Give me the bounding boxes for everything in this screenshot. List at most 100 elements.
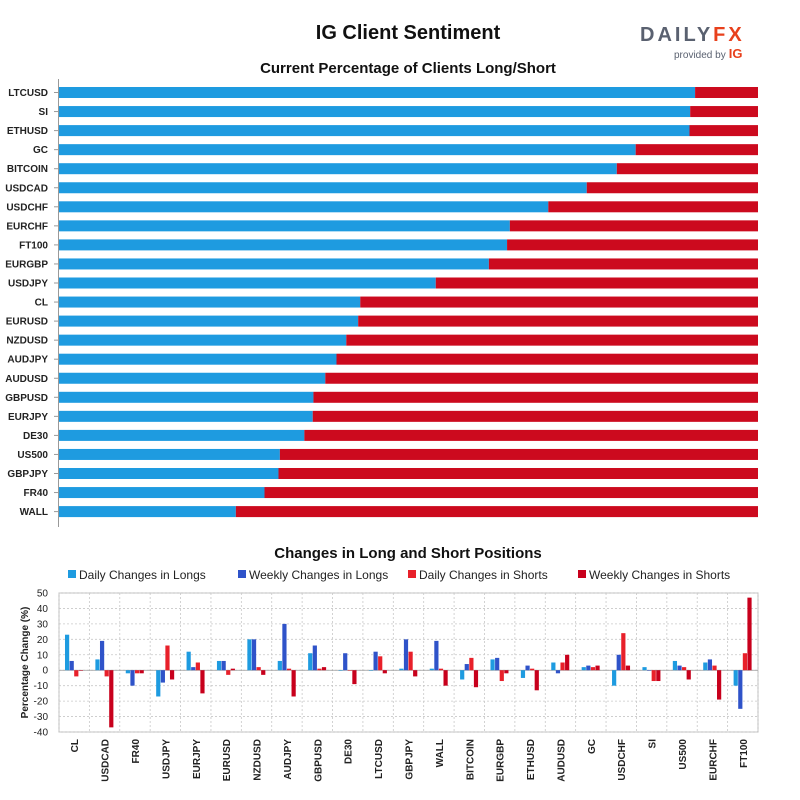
short-bar-bitcoin [616, 163, 758, 175]
sentiment-tick-label: FR40 [24, 488, 49, 499]
change-bar-eurjpy-3 [200, 670, 205, 694]
change-bar-ethusd-0 [520, 670, 526, 678]
change-bar-ltcusd-2 [378, 656, 383, 671]
changes-x-tick-label: ETHUSD [526, 739, 537, 780]
change-bar-eurusd-0 [216, 660, 222, 671]
change-bar-de30-3 [352, 670, 357, 685]
change-bar-fr40-1 [130, 670, 135, 686]
change-bar-gbpjpy-1 [403, 639, 409, 671]
change-bar-audusd-3 [565, 654, 570, 671]
change-bar-ethusd-3 [534, 670, 539, 691]
change-bar-usdjpy-2 [165, 645, 170, 671]
sentiment-tick-label: GC [33, 145, 48, 156]
changes-x-tick-label: LTCUSD [374, 739, 385, 779]
long-bar-eurjpy [59, 410, 313, 422]
change-bar-cl-1 [69, 660, 74, 671]
change-bar-usdcad-3 [109, 670, 114, 728]
change-bar-eurchf-0 [703, 662, 708, 671]
changes-x-tick-label: SI [648, 739, 659, 749]
change-bar-fr40-0 [125, 670, 130, 674]
sentiment-tick-label: GBPUSD [5, 393, 48, 404]
change-bar-si-3 [656, 670, 661, 682]
change-bar-usdcad-0 [95, 659, 100, 671]
sentiment-tick-label: GBPJPY [7, 469, 48, 480]
sentiment-tick-label: ETHUSD [7, 126, 48, 137]
change-bar-audjpy-1 [282, 623, 287, 671]
change-bar-nzdusd-2 [256, 667, 261, 671]
short-bar-ethusd [689, 125, 758, 137]
change-bar-us500-3 [686, 670, 691, 680]
changes-x-tick-label: USDCAD [101, 739, 112, 782]
change-bar-fr40-2 [134, 670, 140, 674]
change-bar-wall-1 [434, 640, 439, 671]
change-bar-gbpusd-2 [317, 668, 322, 671]
changes-x-tick-label: EURGBP [496, 739, 507, 782]
change-bar-ethusd-1 [525, 665, 530, 671]
change-bar-nzdusd-1 [251, 639, 257, 671]
change-bar-eurjpy-0 [186, 651, 191, 671]
change-bar-gbpjpy-2 [408, 651, 413, 671]
short-bar-de30 [304, 429, 758, 441]
short-bar-gbpusd [313, 391, 758, 403]
long-bar-wall [59, 506, 236, 518]
change-bar-eurgbp-2 [499, 670, 504, 682]
change-bar-audjpy-3 [291, 670, 296, 697]
long-bar-cl [59, 296, 361, 308]
change-bar-usdchf-1 [616, 654, 621, 671]
changes-y-tick-label: 20 [37, 635, 49, 646]
legend-label: Weekly Changes in Shorts [589, 568, 731, 582]
sentiment-tick-label: USDCHF [6, 202, 48, 213]
short-bar-eurjpy [312, 410, 758, 422]
change-bar-audjpy-0 [277, 660, 282, 671]
change-bar-ft100-0 [733, 670, 738, 686]
changes-y-tick-label: -10 [34, 681, 49, 692]
short-bar-audjpy [336, 353, 758, 365]
changes-y-tick-label: 10 [37, 650, 49, 661]
changes-x-tick-label: NZDUSD [253, 739, 264, 781]
changes-x-tick-label: US500 [678, 739, 689, 770]
legend-swatch [68, 570, 76, 578]
change-bar-us500-0 [672, 660, 678, 671]
change-bar-ft100-3 [747, 597, 752, 671]
long-bar-ltcusd [59, 87, 696, 98]
short-bar-us500 [279, 448, 758, 460]
changes-x-tick-label: CL [70, 739, 81, 752]
change-bar-usdjpy-3 [169, 670, 175, 680]
short-bar-si [690, 106, 758, 118]
change-bar-cl-0 [64, 634, 70, 671]
legend-swatch [408, 570, 416, 578]
sentiment-tick-label: WALL [20, 507, 48, 518]
changes-y-tick-label: 0 [42, 666, 48, 677]
change-bar-eurjpy-1 [191, 667, 196, 671]
sentiment-tick-label: FT100 [19, 240, 48, 251]
sentiment-tick-label: CL [35, 298, 48, 309]
change-bar-de30-2 [347, 670, 352, 671]
sentiment-tick-label: EURJPY [8, 412, 48, 423]
changes-legend: Daily Changes in Longs Weekly Changes in … [0, 568, 800, 584]
long-bar-gc [59, 144, 636, 156]
sentiment-tick-label: EURUSD [6, 317, 48, 328]
change-bar-ethusd-2 [530, 668, 535, 671]
change-bar-eurusd-2 [226, 670, 231, 675]
long-bar-ft100 [59, 239, 508, 251]
changes-y-tick-label: -40 [34, 728, 49, 739]
short-bar-ft100 [507, 239, 758, 251]
change-bar-ft100-1 [738, 670, 743, 709]
changes-x-tick-label: USDJPY [161, 739, 172, 779]
long-bar-us500 [59, 448, 280, 460]
long-bar-usdchf [59, 201, 549, 213]
change-bar-nzdusd-3 [261, 670, 266, 675]
change-bar-usdcad-2 [104, 670, 109, 677]
long-bar-de30 [59, 429, 305, 441]
long-bar-gbpusd [59, 391, 314, 403]
change-bar-us500-1 [677, 665, 682, 671]
change-bar-de30-0 [338, 670, 343, 671]
change-bar-cl-2 [74, 670, 79, 677]
long-bar-si [59, 106, 691, 118]
change-bar-si-1 [647, 670, 652, 671]
change-bar-gbpusd-1 [312, 645, 317, 671]
change-bar-bitcoin-3 [473, 670, 479, 688]
sentiment-tick-label: USDCAD [5, 183, 48, 194]
change-bar-de30-1 [343, 653, 348, 671]
